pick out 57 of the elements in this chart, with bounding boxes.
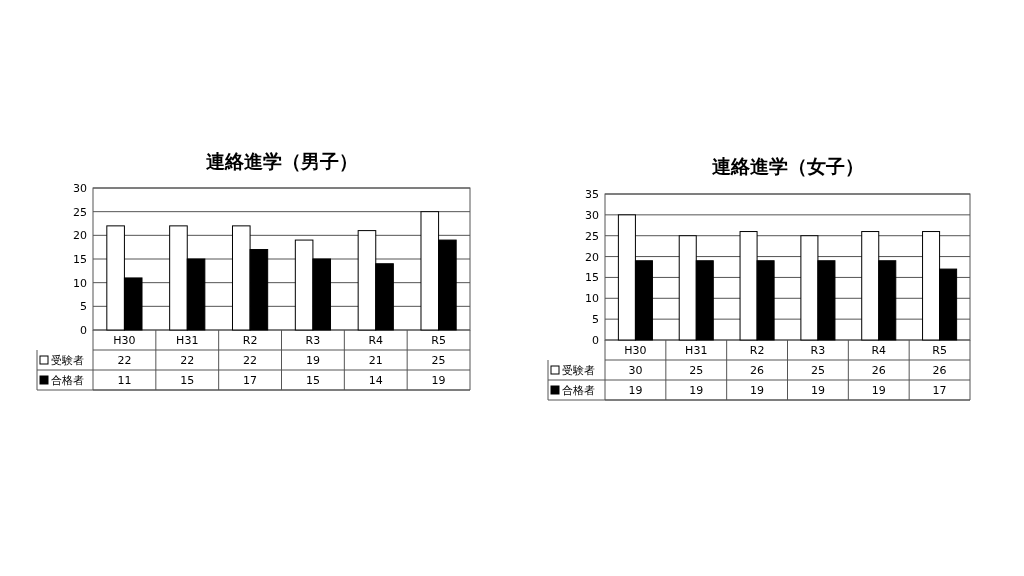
y-tick-label: 35 xyxy=(585,188,599,201)
y-tick-label: 10 xyxy=(73,276,87,290)
data-label: 19 xyxy=(810,384,825,397)
data-label: 19 xyxy=(689,384,704,397)
y-tick-label: 0 xyxy=(592,334,599,347)
x-tick-label: R5 xyxy=(431,334,446,347)
x-tick-label: H31 xyxy=(176,334,199,347)
y-tick-label: 10 xyxy=(585,292,599,306)
x-tick-label: R4 xyxy=(368,334,384,347)
legend-label: 合格者 xyxy=(562,384,595,397)
legend-label: 受験者 xyxy=(51,354,84,367)
y-tick-label: 20 xyxy=(585,250,599,264)
data-label: 19 xyxy=(431,374,446,387)
data-label: 25 xyxy=(810,364,825,377)
data-label: 22 xyxy=(243,354,258,367)
data-label: 19 xyxy=(628,384,643,397)
data-label: 22 xyxy=(117,354,132,367)
x-tick-label: R3 xyxy=(810,344,826,357)
data-label: 30 xyxy=(628,364,643,377)
legend-label: 合格者 xyxy=(51,374,84,387)
y-tick-label: 30 xyxy=(585,208,599,222)
y-tick-label: 5 xyxy=(592,313,599,327)
data-label: 19 xyxy=(871,384,886,397)
y-tick-label: 20 xyxy=(73,229,87,243)
y-tick-label: 0 xyxy=(80,324,87,337)
y-tick-label: 25 xyxy=(585,229,599,243)
data-label: 11 xyxy=(117,374,132,387)
data-label: 21 xyxy=(368,354,383,367)
data-label: 19 xyxy=(750,384,765,397)
data-label: 14 xyxy=(368,374,383,387)
y-tick-label: 25 xyxy=(73,205,87,219)
y-tick-label: 5 xyxy=(80,300,87,314)
data-label: 26 xyxy=(932,364,947,377)
chart-title: 連絡進学（男子） xyxy=(205,150,358,172)
y-tick-label: 15 xyxy=(585,271,599,285)
x-tick-label: R2 xyxy=(242,334,258,347)
data-label: 15 xyxy=(180,374,195,387)
x-tick-label: R4 xyxy=(871,344,887,357)
x-tick-label: H31 xyxy=(685,344,708,357)
y-tick-label: 30 xyxy=(73,182,87,195)
data-label: 17 xyxy=(932,384,947,397)
x-tick-label: H30 xyxy=(113,334,136,347)
chart-title: 連絡進学（女子） xyxy=(711,155,864,177)
data-label: 22 xyxy=(180,354,195,367)
x-tick-label: R2 xyxy=(749,344,765,357)
y-tick-label: 15 xyxy=(73,253,87,266)
data-label: 25 xyxy=(689,364,704,377)
data-label: 15 xyxy=(305,374,320,387)
x-tick-label: R3 xyxy=(305,334,321,347)
x-tick-label: R5 xyxy=(932,344,947,357)
data-label: 17 xyxy=(243,374,258,387)
data-label: 26 xyxy=(750,364,765,377)
x-tick-label: H30 xyxy=(624,344,647,357)
data-label: 25 xyxy=(431,354,446,367)
data-label: 26 xyxy=(871,364,886,377)
data-label: 19 xyxy=(305,354,320,367)
legend-label: 受験者 xyxy=(562,364,595,377)
